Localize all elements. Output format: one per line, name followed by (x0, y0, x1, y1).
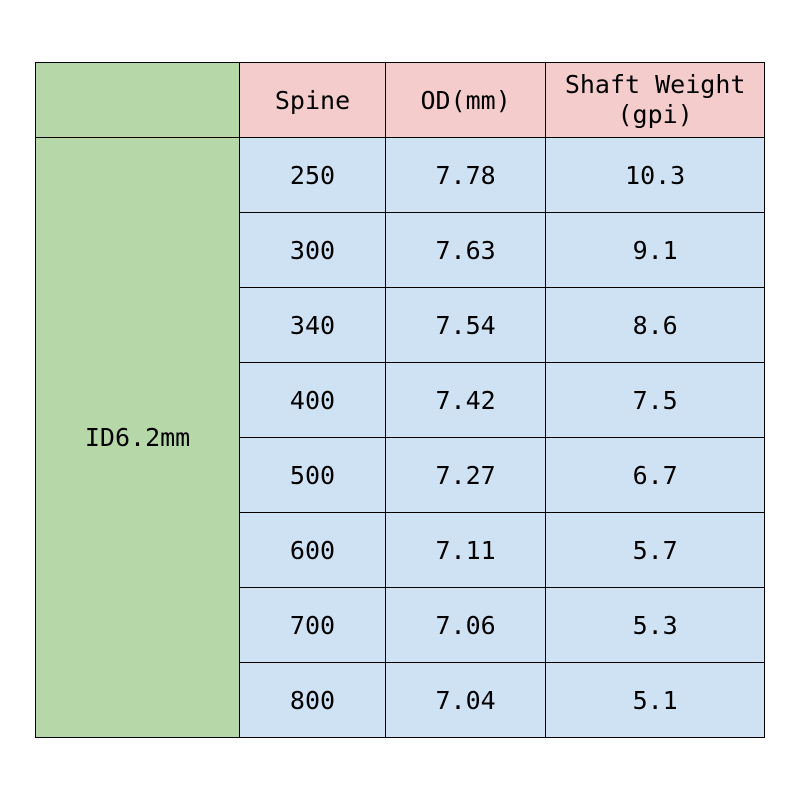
table-row: ID6.2mm 250 7.78 10.3 (36, 138, 765, 213)
cell-od: 7.04 (385, 663, 545, 738)
cell-od: 7.42 (385, 363, 545, 438)
cell-spine: 500 (240, 438, 386, 513)
cell-weight: 8.6 (546, 288, 765, 363)
header-empty (36, 63, 240, 138)
cell-spine: 250 (240, 138, 386, 213)
header-weight-line2: (gpi) (618, 100, 693, 129)
spec-table-container: Spine OD(mm) Shaft Weight (gpi) ID6.2mm … (35, 62, 765, 738)
cell-weight: 5.7 (546, 513, 765, 588)
id-cell: ID6.2mm (36, 138, 240, 738)
cell-spine: 800 (240, 663, 386, 738)
cell-od: 7.63 (385, 213, 545, 288)
header-row: Spine OD(mm) Shaft Weight (gpi) (36, 63, 765, 138)
cell-weight: 7.5 (546, 363, 765, 438)
cell-spine: 300 (240, 213, 386, 288)
cell-spine: 400 (240, 363, 386, 438)
header-weight-line1: Shaft Weight (565, 70, 746, 99)
cell-od: 7.27 (385, 438, 545, 513)
cell-od: 7.11 (385, 513, 545, 588)
cell-od: 7.06 (385, 588, 545, 663)
header-weight: Shaft Weight (gpi) (546, 63, 765, 138)
cell-weight: 10.3 (546, 138, 765, 213)
cell-spine: 700 (240, 588, 386, 663)
cell-spine: 600 (240, 513, 386, 588)
spec-table: Spine OD(mm) Shaft Weight (gpi) ID6.2mm … (35, 62, 765, 738)
cell-od: 7.54 (385, 288, 545, 363)
cell-weight: 5.1 (546, 663, 765, 738)
cell-weight: 5.3 (546, 588, 765, 663)
cell-od: 7.78 (385, 138, 545, 213)
cell-weight: 6.7 (546, 438, 765, 513)
header-spine: Spine (240, 63, 386, 138)
header-od: OD(mm) (385, 63, 545, 138)
cell-spine: 340 (240, 288, 386, 363)
cell-weight: 9.1 (546, 213, 765, 288)
